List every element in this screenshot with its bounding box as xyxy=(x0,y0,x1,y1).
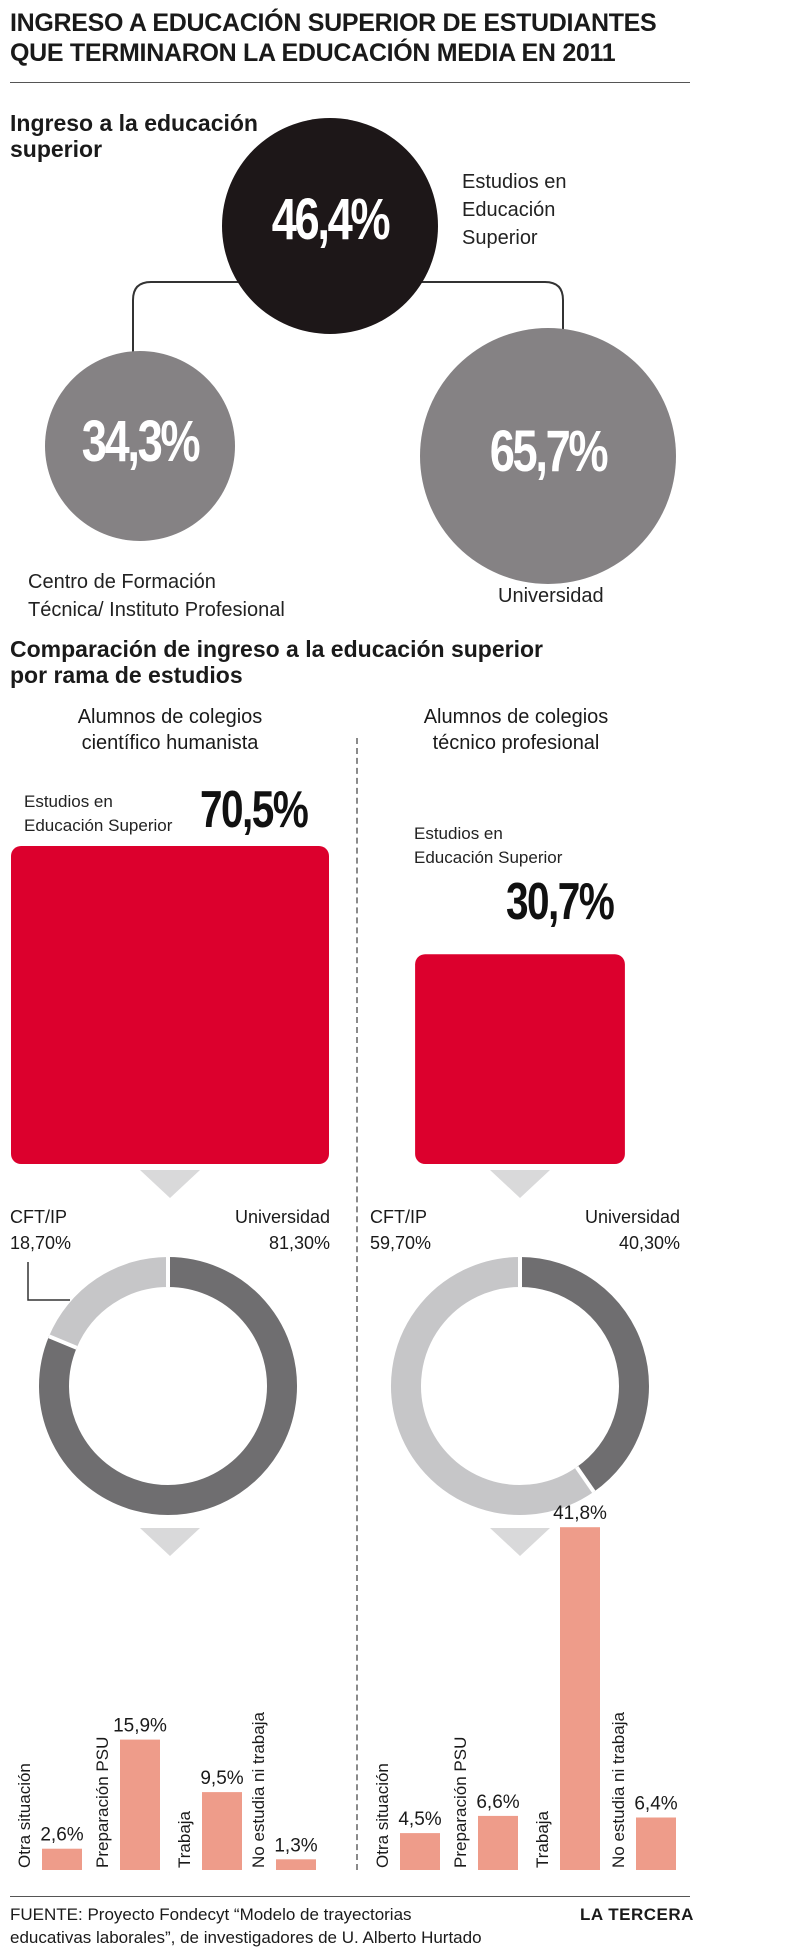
title-line-2: QUE TERMINARON LA EDUCACIÓN MEDIA EN 201… xyxy=(10,39,616,67)
section2-heading: Comparación de ingreso a la educación su… xyxy=(10,636,543,688)
column-divider xyxy=(356,738,358,1870)
right-category-1: Preparación PSU xyxy=(451,1737,470,1868)
source-line-1: FUENTE: Proyecto Fondecyt “Modelo de tra… xyxy=(10,1905,412,1924)
section1-circles xyxy=(45,118,676,584)
right-bar-value-0: 4,5% xyxy=(398,1809,441,1830)
left-cft-label: CFT/IP 18,70% xyxy=(10,1204,71,1256)
left-bar-value-2: 9,5% xyxy=(200,1768,243,1789)
right-category-3: No estudia ni trabaja xyxy=(609,1712,628,1868)
left-circle-value: 34,3% xyxy=(81,409,201,474)
top-label-line-2: Educación xyxy=(462,199,556,221)
left-bar-0 xyxy=(42,1848,82,1870)
left-uni-label: Universidad 81,30% xyxy=(200,1204,330,1256)
right-bar-0 xyxy=(400,1833,440,1870)
section1-heading-line-1: Ingreso a la educación xyxy=(10,110,258,136)
left-bar-value-0: 2,6% xyxy=(40,1825,83,1846)
left-bar-value-1: 15,9% xyxy=(113,1716,167,1737)
top-label-line-3: Superior xyxy=(462,227,538,249)
right-es-value: 30,7% xyxy=(506,873,615,931)
right-donut-gap-split xyxy=(575,1466,596,1493)
right-column-heading: Alumnos de colegios técnico profesional xyxy=(366,704,666,756)
right-es-square xyxy=(415,954,625,1164)
left-circle xyxy=(45,351,235,541)
page-title: INGRESO A EDUCACIÓN SUPERIOR DE ESTUDIAN… xyxy=(10,8,690,68)
section1-heading: Ingreso a la educación superior xyxy=(10,110,258,162)
left-bar-value-3: 1,3% xyxy=(274,1835,317,1856)
left-es-label-line-1: Estudios en xyxy=(24,792,113,811)
left-circle-label: Centro de Formación Técnica/ Instituto P… xyxy=(28,568,285,624)
right-arrow-1-icon xyxy=(490,1170,550,1198)
right-circle-value: 65,7% xyxy=(489,419,609,484)
right-col-line-2: técnico profesional xyxy=(432,732,600,754)
footer-rule xyxy=(10,1896,690,1897)
top-circle xyxy=(222,118,438,334)
section1-heading-line-2: superior xyxy=(10,136,103,162)
right-category-2: Trabaja xyxy=(533,1810,552,1868)
left-bar-2 xyxy=(202,1792,242,1870)
right-cft-label-text: CFT/IP xyxy=(370,1207,427,1227)
left-label-line-1: Centro de Formación xyxy=(28,571,216,593)
top-circle-value-wrap: 46,4% xyxy=(230,186,430,253)
title-rule xyxy=(10,82,690,83)
right-es-label-line-2: Educación Superior xyxy=(414,848,563,867)
brand-logo: LA TERCERA xyxy=(580,1905,694,1924)
right-circle xyxy=(420,328,676,584)
right-uni-value: 40,30% xyxy=(618,1233,680,1253)
left-category-2: Trabaja xyxy=(175,1810,194,1868)
left-es-square xyxy=(11,846,329,1164)
right-circle-label: Universidad xyxy=(498,585,604,607)
source-note: FUENTE: Proyecto Fondecyt “Modelo de tra… xyxy=(10,1903,482,1949)
left-uni-label-text: Universidad xyxy=(234,1207,330,1227)
section2-heading-line-2: por rama de estudios xyxy=(10,662,243,688)
left-donut-gap-split xyxy=(48,1334,78,1350)
right-arrow-2-icon xyxy=(490,1528,550,1556)
left-cft-value: 18,70% xyxy=(10,1233,72,1253)
right-es-label: Estudios en Educación Superior xyxy=(414,822,562,870)
source-line-2: educativas laborales”, de investigadores… xyxy=(10,1928,482,1947)
right-donut-uni-arc xyxy=(519,1257,649,1492)
left-column-heading: Alumnos de colegios científico humanista xyxy=(20,704,320,756)
left-donut-cft-arc xyxy=(48,1257,169,1349)
title-line-1: INGRESO A EDUCACIÓN SUPERIOR DE ESTUDIAN… xyxy=(10,9,657,37)
left-circle-value-wrap: 34,3% xyxy=(40,408,240,475)
left-es-label: Estudios en Educación Superior xyxy=(24,790,172,838)
right-circle-value-wrap: 65,7% xyxy=(448,418,648,485)
left-category-3: No estudia ni trabaja xyxy=(249,1712,268,1868)
left-cft-leader xyxy=(27,1262,70,1301)
right-col-line-1: Alumnos de colegios xyxy=(423,706,609,728)
right-category-0: Otra situación xyxy=(373,1763,392,1868)
left-donut-uni-arc xyxy=(39,1257,297,1515)
left-label-line-2: Técnica/ Instituto Profesional xyxy=(28,599,285,621)
left-cft-label-text: CFT/IP xyxy=(10,1207,67,1227)
right-bar-1 xyxy=(478,1815,518,1870)
top-circle-value: 46,4% xyxy=(271,187,391,252)
left-col-line-1: Alumnos de colegios xyxy=(77,706,263,728)
left-bar-3 xyxy=(276,1859,316,1870)
left-arrow-1-icon xyxy=(140,1170,200,1198)
left-uni-value: 81,30% xyxy=(268,1233,330,1253)
left-category-1: Preparación PSU xyxy=(93,1737,112,1868)
right-cft-value: 59,70% xyxy=(370,1233,432,1253)
right-bar-2 xyxy=(560,1527,600,1870)
section2-heading-line-1: Comparación de ingreso a la educación su… xyxy=(10,636,543,662)
right-cft-label: CFT/IP 59,70% xyxy=(370,1204,431,1256)
right-bar-value-3: 6,4% xyxy=(634,1794,677,1815)
right-uni-label-text: Universidad xyxy=(584,1207,680,1227)
left-es-value: 70,5% xyxy=(200,781,309,839)
left-es-label-line-2: Educación Superior xyxy=(24,816,173,835)
right-bar-3 xyxy=(636,1817,676,1870)
right-donut-cft-arc xyxy=(391,1257,594,1515)
right-es-label-line-1: Estudios en xyxy=(414,824,503,843)
top-label-line-1: Estudios en xyxy=(462,171,567,193)
right-bar-value-2: 41,8% xyxy=(553,1503,607,1524)
left-bar-1 xyxy=(120,1739,160,1870)
left-category-0: Otra situación xyxy=(15,1763,34,1868)
top-circle-label: Estudios en Educación Superior xyxy=(462,168,567,252)
left-col-line-2: científico humanista xyxy=(81,732,259,754)
right-uni-label: Universidad 40,30% xyxy=(550,1204,680,1256)
left-arrow-2-icon xyxy=(140,1528,200,1556)
right-bar-value-1: 6,6% xyxy=(476,1792,519,1813)
